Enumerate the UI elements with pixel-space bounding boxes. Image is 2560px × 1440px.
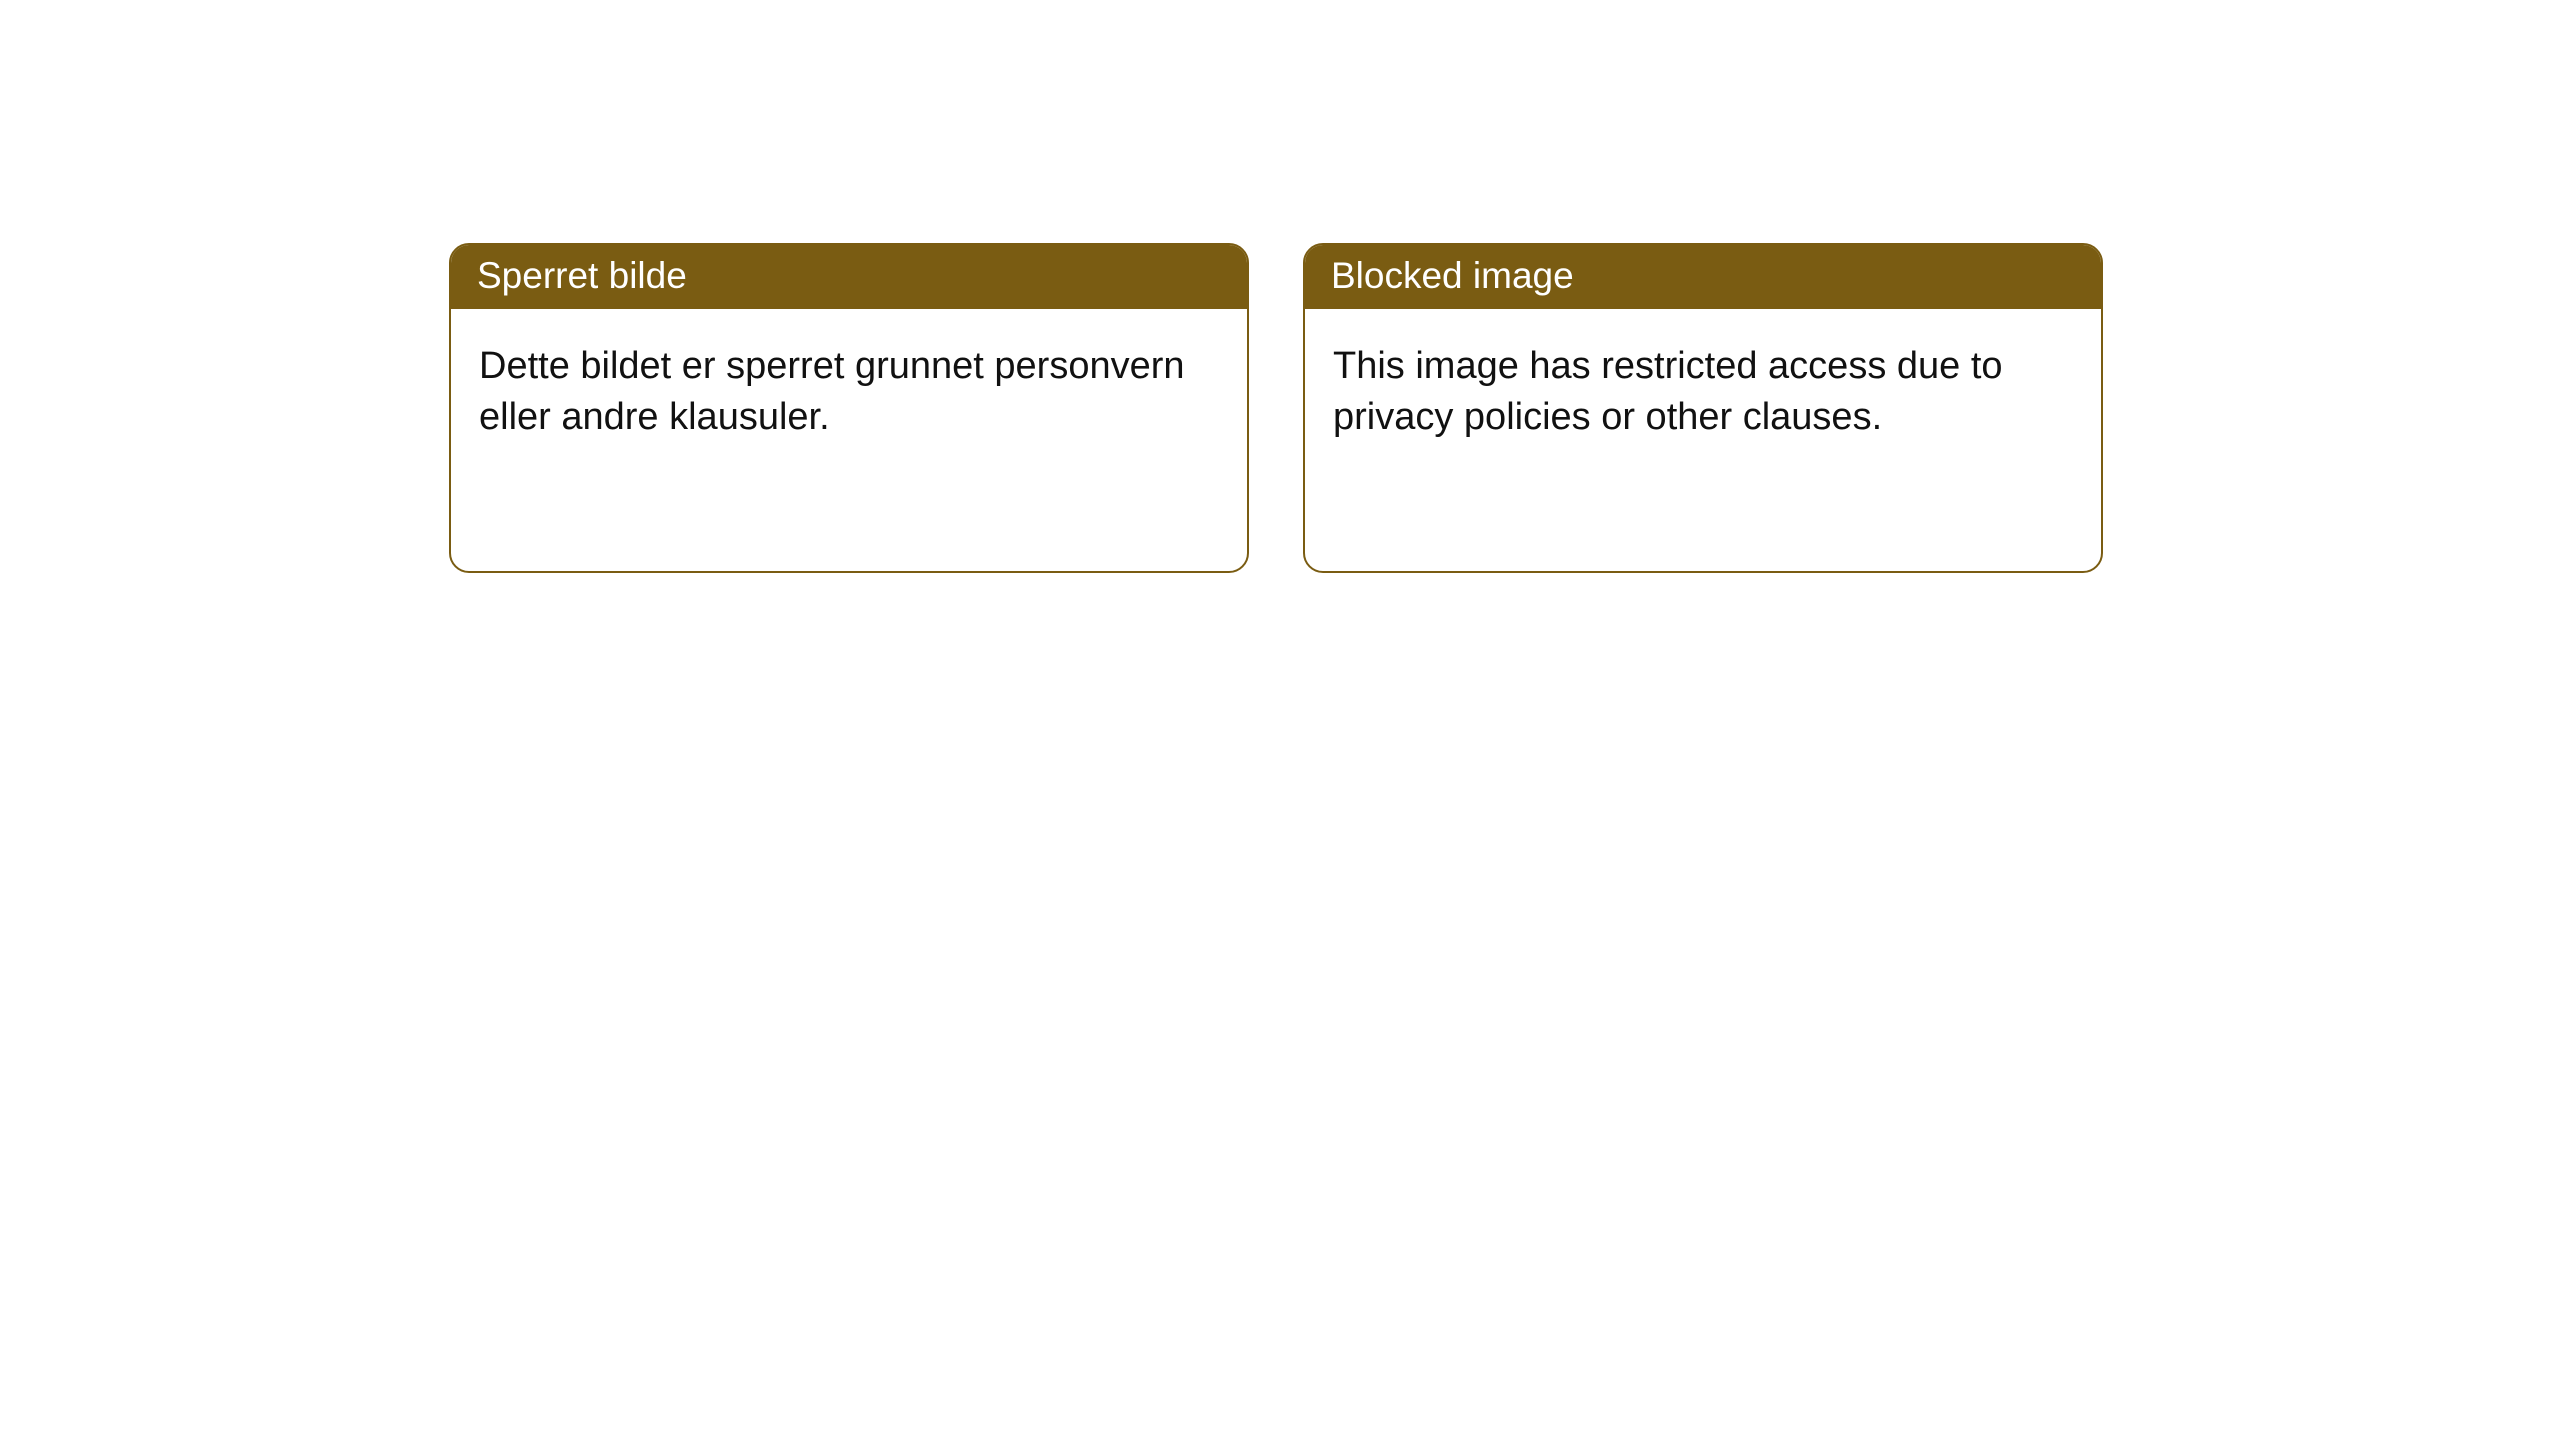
notice-card-body: Dette bildet er sperret grunnet personve… xyxy=(451,309,1247,470)
notice-card-norwegian: Sperret bilde Dette bildet er sperret gr… xyxy=(449,243,1249,573)
notice-card-title: Sperret bilde xyxy=(451,245,1247,309)
notice-card-body: This image has restricted access due to … xyxy=(1305,309,2101,470)
notice-card-english: Blocked image This image has restricted … xyxy=(1303,243,2103,573)
notice-card-title: Blocked image xyxy=(1305,245,2101,309)
notice-container: Sperret bilde Dette bildet er sperret gr… xyxy=(0,0,2560,573)
